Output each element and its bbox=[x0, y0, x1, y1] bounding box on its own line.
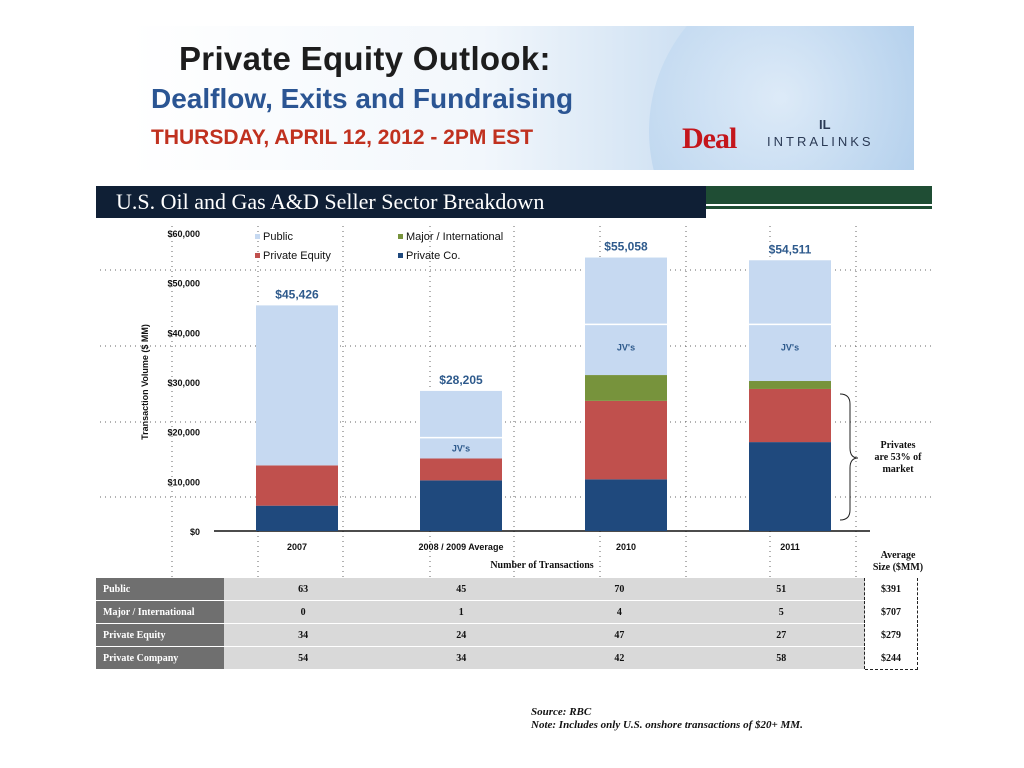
annotation-text: Privates bbox=[881, 440, 916, 451]
avg-size-header: Average bbox=[881, 550, 916, 561]
legend-label: Major / International bbox=[406, 231, 503, 243]
table-cell: 24 bbox=[382, 623, 541, 647]
bar-segment bbox=[420, 390, 502, 459]
banner-title: Private Equity Outlook: bbox=[179, 40, 551, 77]
source-text: Source: RBC bbox=[531, 706, 592, 718]
bar-segment bbox=[585, 257, 667, 376]
table-cell: 27 bbox=[698, 623, 865, 647]
total-label: $28,205 bbox=[439, 373, 483, 387]
table-row: Private Company 54 34 42 58 $244 bbox=[96, 646, 918, 670]
legend-swatch bbox=[398, 253, 403, 258]
avg-size-cell: $707 bbox=[864, 600, 918, 624]
annotation-text: market bbox=[882, 464, 914, 475]
table-row: Public 63 45 70 51 $391 bbox=[96, 578, 918, 601]
intralinks-mark-icon: IL bbox=[819, 117, 831, 132]
chart-title-bar: U.S. Oil and Gas A&D Seller Sector Break… bbox=[96, 186, 706, 218]
bar-segment bbox=[420, 458, 502, 481]
legend-label: Public bbox=[263, 231, 293, 243]
table-cell: 0 bbox=[224, 600, 383, 624]
avg-size-cell: $244 bbox=[864, 646, 918, 670]
y-tick-label: $50,000 bbox=[167, 279, 200, 289]
avg-size-cell: $279 bbox=[864, 623, 918, 647]
table-cell: 45 bbox=[382, 578, 541, 601]
accent-bar bbox=[706, 186, 932, 204]
banner-subtitle: Dealflow, Exits and Fundraising bbox=[151, 83, 574, 114]
y-axis-label: Transaction Volume ($ MM) bbox=[140, 324, 150, 440]
x-tick-label: 2007 bbox=[287, 542, 307, 552]
note-text: Note: Includes only U.S. onshore transac… bbox=[531, 719, 803, 731]
annotation-text: are 53% of bbox=[874, 452, 922, 463]
bar-segment bbox=[420, 480, 502, 531]
y-tick-label: $20,000 bbox=[167, 428, 200, 438]
chart-title: U.S. Oil and Gas A&D Seller Sector Break… bbox=[116, 189, 545, 214]
table-cell: 4 bbox=[540, 600, 699, 624]
jv-label: JV's bbox=[781, 342, 799, 352]
table-cell: 5 bbox=[698, 600, 865, 624]
y-tick-label: $60,000 bbox=[167, 229, 200, 239]
avg-size-header: Size ($MM) bbox=[873, 562, 923, 573]
bar-segment bbox=[256, 505, 338, 531]
jv-label: JV's bbox=[452, 444, 470, 454]
bar-segment bbox=[256, 305, 338, 466]
accent-line bbox=[706, 206, 932, 209]
legend-label: Private Equity bbox=[263, 250, 331, 262]
banner-date: THURSDAY, APRIL 12, 2012 - 2PM EST bbox=[151, 126, 534, 149]
x-tick-label: 2010 bbox=[616, 542, 636, 552]
bar-segment bbox=[749, 442, 831, 531]
table-cell: 42 bbox=[540, 646, 699, 670]
globe-graphic bbox=[649, 26, 914, 170]
avg-size-cell: $391 bbox=[864, 578, 918, 601]
table-cell: 34 bbox=[382, 646, 541, 670]
x-tick-label: 2011 bbox=[780, 542, 800, 552]
table-row: Major / International 0 1 4 5 $707 bbox=[96, 600, 918, 624]
table-cell: 70 bbox=[540, 578, 699, 601]
row-label: Public bbox=[96, 578, 224, 601]
source-note: Source: RBC Note: Includes only U.S. ons… bbox=[531, 706, 803, 732]
x-axis-label: Number of Transactions bbox=[490, 560, 593, 571]
bar-segment bbox=[749, 260, 831, 382]
bar-segment bbox=[585, 400, 667, 480]
row-label: Private Equity bbox=[96, 623, 224, 647]
table-cell: 58 bbox=[698, 646, 865, 670]
table-cell: 51 bbox=[698, 578, 865, 601]
total-label: $55,058 bbox=[604, 240, 648, 254]
transactions-table: Public 63 45 70 51 $391 Major / International 0… bbox=[96, 578, 918, 670]
table-cell: 34 bbox=[224, 623, 383, 647]
jv-label: JV's bbox=[617, 342, 635, 352]
y-tick-label: $10,000 bbox=[167, 477, 200, 487]
table-cell: 54 bbox=[224, 646, 383, 670]
bar-segment bbox=[256, 465, 338, 506]
total-label: $45,426 bbox=[275, 287, 319, 301]
table-cell: 1 bbox=[382, 600, 541, 624]
table-cell: 47 bbox=[540, 623, 699, 647]
legend-swatch bbox=[398, 234, 403, 239]
legend-label: Private Co. bbox=[406, 250, 460, 262]
x-tick-label: 2008 / 2009 Average bbox=[419, 542, 504, 552]
intralinks-logo: INTRALINKS bbox=[767, 134, 874, 149]
table-cell: 63 bbox=[224, 578, 383, 601]
total-label: $54,511 bbox=[769, 242, 812, 256]
bar-segment bbox=[585, 479, 667, 531]
the-deal-logo: Deal bbox=[682, 122, 737, 155]
legend-swatch bbox=[255, 234, 260, 239]
row-label: Major / International bbox=[96, 600, 224, 624]
webinar-banner: Private Equity Outlook: Dealflow, Exits … bbox=[129, 26, 914, 170]
brace-annotation bbox=[839, 393, 859, 521]
y-tick-label: $0 bbox=[190, 527, 200, 537]
y-tick-label: $40,000 bbox=[167, 328, 200, 338]
bar-segment bbox=[749, 388, 831, 443]
bar-segment bbox=[749, 381, 831, 389]
bar-segment bbox=[585, 375, 667, 401]
y-tick-label: $30,000 bbox=[167, 378, 200, 388]
row-label: Private Company bbox=[96, 646, 224, 670]
legend-swatch bbox=[255, 253, 260, 258]
table-row: Private Equity 34 24 47 27 $279 bbox=[96, 623, 918, 647]
